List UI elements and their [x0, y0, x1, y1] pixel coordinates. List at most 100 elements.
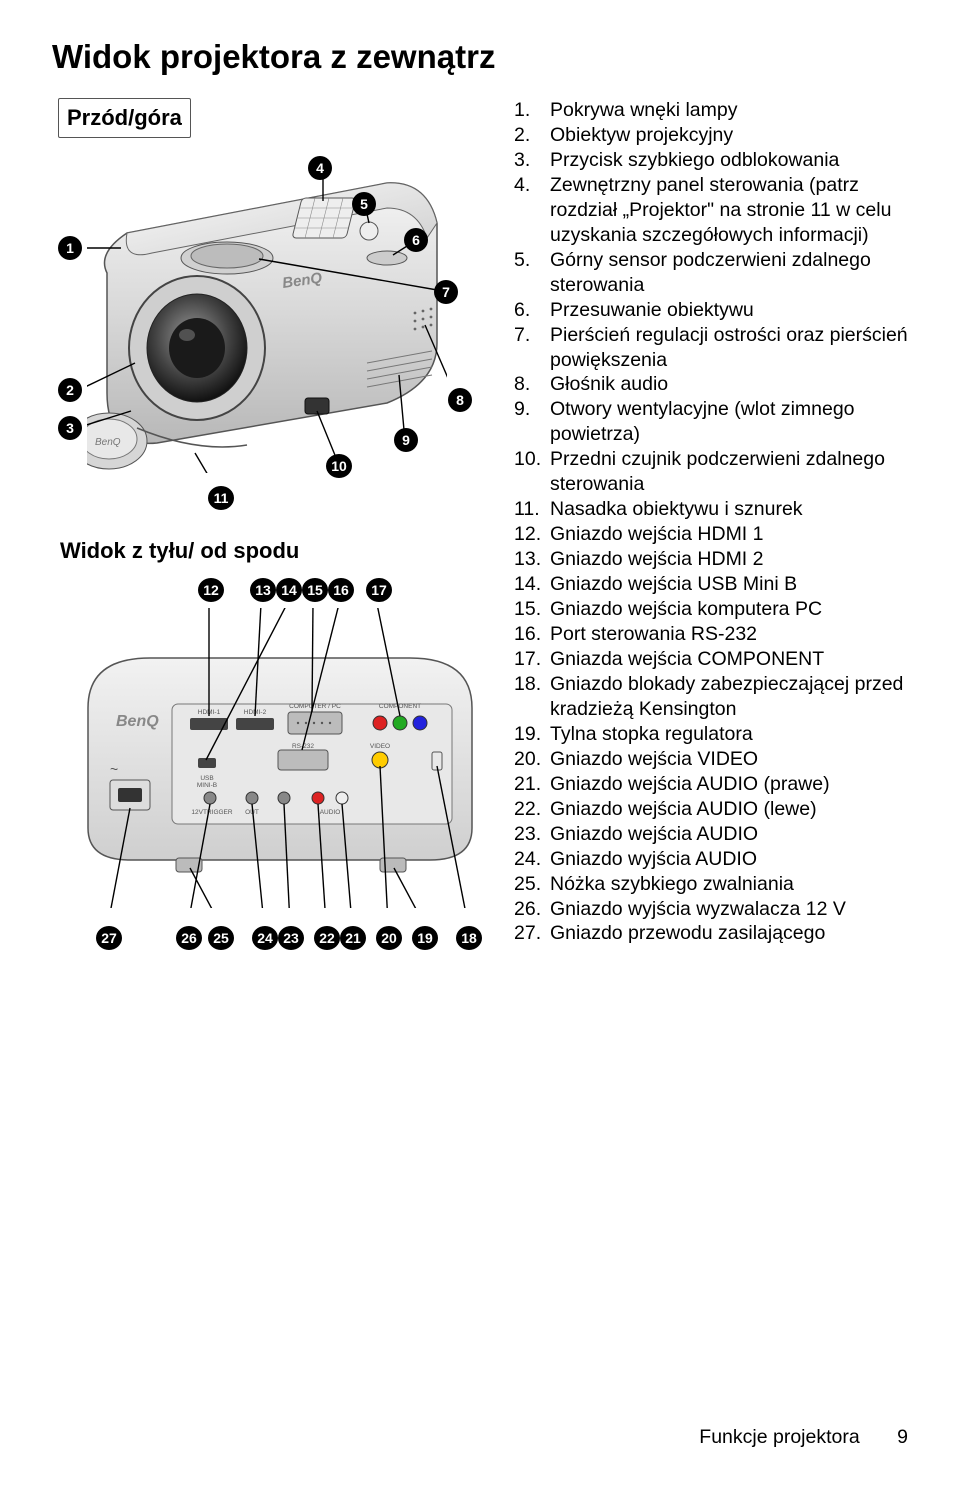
item-text: Gniazdo wejścia USB Mini B — [550, 572, 908, 597]
feature-list: 1.Pokrywa wnęki lampy2.Obiektyw projekcy… — [514, 98, 908, 946]
callout-20: 20 — [376, 926, 402, 950]
item-text: Pokrywa wnęki lampy — [550, 98, 908, 123]
item-number: 27. — [514, 921, 550, 946]
item-text: Przesuwanie obiektywu — [550, 298, 908, 323]
callout-26: 26 — [176, 926, 202, 950]
callout-22: 22 — [314, 926, 340, 950]
svg-text:COMPUTER / PC: COMPUTER / PC — [289, 703, 341, 710]
feature-list-item: 14.Gniazdo wejścia USB Mini B — [514, 572, 908, 597]
item-number: 6. — [514, 298, 550, 323]
svg-text:~: ~ — [110, 761, 118, 777]
item-number: 13. — [514, 547, 550, 572]
item-text: Gniazdo wejścia komputera PC — [550, 597, 908, 622]
item-text: Gniazdo przewodu zasilającego — [550, 921, 908, 946]
callout-25: 25 — [208, 926, 234, 950]
item-number: 25. — [514, 872, 550, 897]
item-text: Gniazdo wyjścia AUDIO — [550, 847, 908, 872]
callout-18: 18 — [456, 926, 482, 950]
item-text: Głośnik audio — [550, 372, 908, 397]
feature-list-item: 21.Gniazdo wejścia AUDIO (prawe) — [514, 772, 908, 797]
item-text: Górny sensor podczerwieni zdalnego stero… — [550, 248, 908, 298]
footer-section: Funkcje projektora — [699, 1426, 859, 1448]
item-number: 2. — [514, 123, 550, 148]
feature-list-item: 6.Przesuwanie obiektywu — [514, 298, 908, 323]
callout-16: 16 — [328, 578, 354, 602]
feature-list-item: 2.Obiektyw projekcyjny — [514, 123, 908, 148]
svg-text:VIDEO: VIDEO — [370, 743, 390, 750]
feature-list-item: 19.Tylna stopka regulatora — [514, 722, 908, 747]
diagram-rear: ~ BenQ HDMI-1HDMI-2 COMPUTER / PCCOMPONE… — [52, 578, 492, 958]
page-footer: Funkcje projektora 9 — [699, 1426, 908, 1449]
feature-list-item: 13.Gniazdo wejścia HDMI 2 — [514, 547, 908, 572]
feature-list-item: 15.Gniazdo wejścia komputera PC — [514, 597, 908, 622]
rear-label: Widok z tyłu/ od spodu — [52, 532, 492, 570]
item-text: Otwory wentylacyjne (wlot zimnego powiet… — [550, 397, 908, 447]
item-number: 26. — [514, 897, 550, 922]
callout-4: 4 — [308, 156, 332, 180]
feature-list-item: 18.Gniazdo blokady zabezpieczającej prze… — [514, 672, 908, 722]
svg-text:BenQ: BenQ — [116, 713, 159, 730]
item-text: Port sterowania RS-232 — [550, 622, 908, 647]
callout-14: 14 — [276, 578, 302, 602]
item-number: 20. — [514, 747, 550, 772]
item-number: 17. — [514, 647, 550, 672]
item-text: Gniazdo wejścia AUDIO (prawe) — [550, 772, 908, 797]
projector-front-illustration: BenQ BenQ — [87, 153, 447, 473]
item-number: 24. — [514, 847, 550, 872]
item-number: 3. — [514, 148, 550, 173]
item-number: 23. — [514, 822, 550, 847]
item-number: 12. — [514, 522, 550, 547]
feature-list-item: 27.Gniazdo przewodu zasilającego — [514, 921, 908, 946]
projector-rear-illustration: ~ BenQ HDMI-1HDMI-2 COMPUTER / PCCOMPONE… — [80, 608, 480, 908]
svg-text:12VTRIGGER: 12VTRIGGER — [191, 809, 232, 816]
item-text: Obiektyw projekcyjny — [550, 123, 908, 148]
svg-text:AUDIO: AUDIO — [320, 809, 341, 816]
feature-list-item: 8.Głośnik audio — [514, 372, 908, 397]
svg-text:MINI-B: MINI-B — [197, 782, 217, 789]
item-number: 11. — [514, 497, 550, 522]
callout-2: 2 — [58, 378, 82, 402]
svg-text:BenQ: BenQ — [95, 437, 121, 448]
callout-15: 15 — [302, 578, 328, 602]
feature-list-item: 9.Otwory wentylacyjne (wlot zimnego powi… — [514, 397, 908, 447]
item-text: Gniazdo wejścia AUDIO (lewe) — [550, 797, 908, 822]
item-number: 16. — [514, 622, 550, 647]
callout-17: 17 — [366, 578, 392, 602]
item-number: 5. — [514, 248, 550, 298]
svg-text:COMPONENT: COMPONENT — [379, 703, 421, 710]
feature-list-item: 3.Przycisk szybkiego odblokowania — [514, 148, 908, 173]
feature-list-item: 20.Gniazdo wejścia VIDEO — [514, 747, 908, 772]
callout-24: 24 — [252, 926, 278, 950]
item-text: Gniazda wejścia COMPONENT — [550, 647, 908, 672]
callout-3: 3 — [58, 416, 82, 440]
feature-list-item: 23.Gniazdo wejścia AUDIO — [514, 822, 908, 847]
feature-list-item: 12.Gniazdo wejścia HDMI 1 — [514, 522, 908, 547]
feature-list-item: 7.Pierścień regulacji ostrości oraz pier… — [514, 323, 908, 373]
item-text: Gniazdo wejścia VIDEO — [550, 747, 908, 772]
item-text: Przedni czujnik podczerwieni zdalnego st… — [550, 447, 908, 497]
callout-1: 1 — [58, 236, 82, 260]
feature-list-item: 17.Gniazda wejścia COMPONENT — [514, 647, 908, 672]
feature-list-item: 22.Gniazdo wejścia AUDIO (lewe) — [514, 797, 908, 822]
feature-list-item: 10.Przedni czujnik podczerwieni zdalnego… — [514, 447, 908, 497]
front-label: Przód/góra — [58, 98, 191, 138]
feature-list-item: 11.Nasadka obiektywu i sznurek — [514, 497, 908, 522]
item-text: Gniazdo wejścia AUDIO — [550, 822, 908, 847]
item-number: 19. — [514, 722, 550, 747]
item-number: 22. — [514, 797, 550, 822]
callout-23: 23 — [278, 926, 304, 950]
item-number: 14. — [514, 572, 550, 597]
item-number: 18. — [514, 672, 550, 722]
item-number: 8. — [514, 372, 550, 397]
item-number: 4. — [514, 173, 550, 248]
item-text: Zewnętrzny panel sterowania (patrz rozdz… — [550, 173, 908, 248]
page-title: Widok projektora z zewnątrz — [52, 38, 908, 76]
callout-19: 19 — [412, 926, 438, 950]
item-number: 15. — [514, 597, 550, 622]
feature-list-item: 1.Pokrywa wnęki lampy — [514, 98, 908, 123]
callout-13: 13 — [250, 578, 276, 602]
callout-10: 10 — [326, 454, 352, 478]
feature-list-item: 4.Zewnętrzny panel sterowania (patrz roz… — [514, 173, 908, 248]
item-number: 9. — [514, 397, 550, 447]
item-text: Tylna stopka regulatora — [550, 722, 908, 747]
